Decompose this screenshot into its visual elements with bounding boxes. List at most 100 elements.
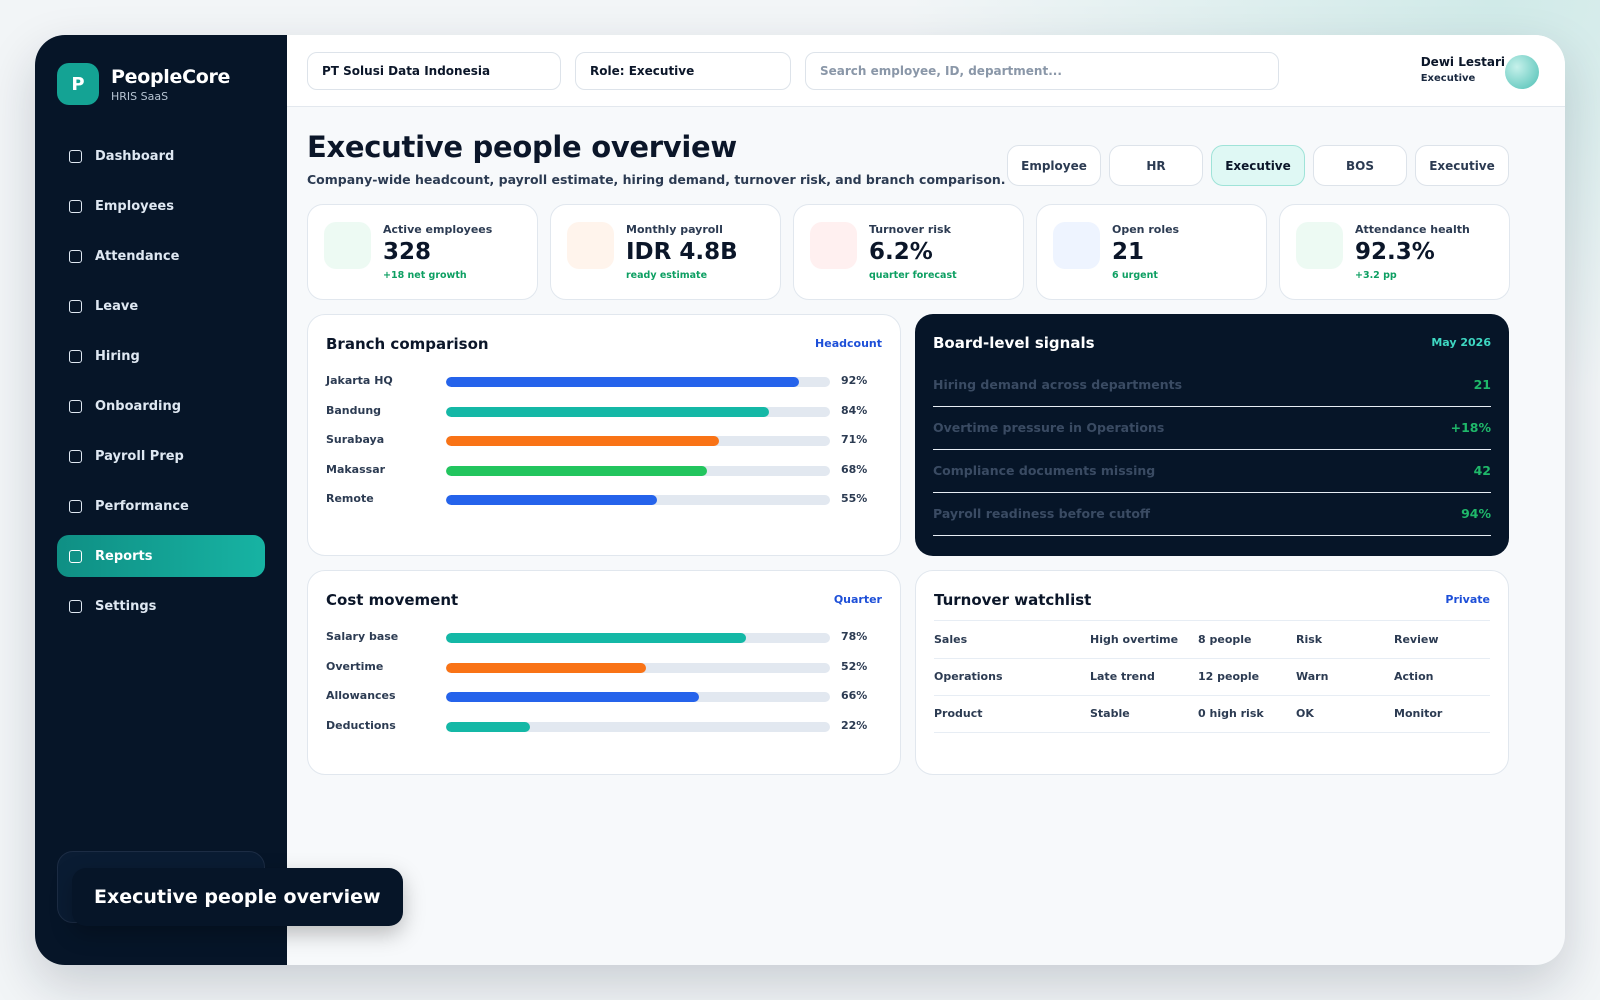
kpi-label: Attendance health: [1355, 223, 1470, 236]
kpi-note: +3.2 pp: [1355, 270, 1397, 281]
signals-title: Board-level signals: [933, 334, 1095, 352]
brand-name: PeopleCore: [111, 65, 231, 88]
tab-executive[interactable]: Executive: [1415, 145, 1509, 186]
sidebar-item-performance[interactable]: Performance: [57, 485, 265, 527]
branch-tag[interactable]: Headcount: [815, 337, 882, 350]
sidebar-item-label: Hiring: [95, 348, 140, 364]
sidebar-item-label: Settings: [95, 598, 157, 614]
sidebar-item-settings[interactable]: Settings: [57, 585, 265, 627]
sidebar-item-reports[interactable]: Reports: [57, 535, 265, 577]
watchlist-tag[interactable]: Private: [1445, 593, 1490, 606]
sidebar-item-employees[interactable]: Employees: [57, 185, 265, 227]
branch-comparison-card: Branch comparison Headcount Jakarta HQ 92…: [307, 314, 901, 556]
app-window: P PeopleCore HRIS SaaS Dashboard Employee…: [35, 35, 1565, 965]
kpi-label: Monthly payroll: [626, 223, 723, 236]
table-cell: Operations: [934, 670, 1003, 683]
topbar: PT Solusi Data Indonesia Role: Executive…: [287, 35, 1565, 107]
sidebar-item-payroll-prep[interactable]: Payroll Prep: [57, 435, 265, 477]
brand: P PeopleCore HRIS SaaS: [57, 63, 230, 105]
sidebar-item-hiring[interactable]: Hiring: [57, 335, 265, 377]
sidebar: P PeopleCore HRIS SaaS Dashboard Employee…: [35, 35, 287, 965]
role-selector[interactable]: Role: Executive: [575, 52, 791, 90]
bar-track: [446, 662, 830, 673]
kpi-value: 6.2%: [869, 239, 933, 265]
kpi-card: Turnover risk 6.2% quarter forecast: [793, 204, 1024, 300]
signal-row: Compliance documents missing 42: [933, 450, 1491, 493]
checkbox-icon: [69, 149, 82, 163]
user-info[interactable]: Dewi Lestari Executive: [1421, 55, 1505, 84]
signal-value: 94%: [1461, 506, 1491, 521]
kpi-label: Turnover risk: [869, 223, 951, 236]
sidebar-item-label: Dashboard: [95, 148, 175, 164]
turnover-watchlist-card: Turnover watchlist Private Sales High ove…: [915, 570, 1509, 775]
sidebar-item-leave[interactable]: Leave: [57, 285, 265, 327]
page-subtitle: Company-wide headcount, payroll estimate…: [307, 172, 1006, 187]
tab-executive[interactable]: Executive: [1211, 145, 1305, 186]
bar-row: Overtime 52%: [326, 659, 867, 675]
kpi-value: IDR 4.8B: [626, 239, 738, 265]
kpi-icon: [1296, 222, 1343, 269]
bar-value: 66%: [841, 689, 868, 702]
sidebar-item-dashboard[interactable]: Dashboard: [57, 135, 265, 177]
company-selector[interactable]: PT Solusi Data Indonesia: [307, 52, 561, 90]
sidebar-item-label: Onboarding: [95, 398, 182, 414]
bar-track: [446, 436, 830, 446]
bar-track: [446, 465, 830, 476]
signal-value: 42: [1473, 463, 1491, 478]
table-cell: Review: [1394, 633, 1439, 646]
avatar[interactable]: [1505, 55, 1539, 89]
table-cell: Risk: [1296, 633, 1323, 646]
sidebar-item-onboarding[interactable]: Onboarding: [57, 385, 265, 427]
sidebar-item-label: Payroll Prep: [95, 448, 184, 464]
kpi-icon: [567, 222, 614, 269]
bar-track: [446, 495, 830, 505]
kpi-label: Open roles: [1112, 223, 1180, 236]
bar-label: Overtime: [326, 659, 384, 673]
cost-tag[interactable]: Quarter: [833, 593, 882, 606]
bar-label: Makassar: [326, 462, 386, 476]
checkbox-icon: [69, 499, 82, 513]
bar-value: 78%: [841, 630, 868, 643]
bar-row: Jakarta HQ 92%: [326, 373, 867, 389]
bar-row: Bandung 84%: [326, 403, 868, 419]
bar-label: Jakarta HQ: [326, 374, 393, 387]
signal-row: Payroll readiness before cutoff 94%: [933, 493, 1491, 536]
tab-bos[interactable]: BOS: [1313, 145, 1407, 186]
bar-label: Remote: [326, 492, 374, 505]
checkbox-icon: [69, 199, 82, 213]
bar-fill: [446, 465, 708, 476]
bar-label: Deductions: [326, 718, 396, 732]
cost-title: Cost movement: [326, 591, 459, 609]
kpi-card: Open roles 21 6 urgent: [1036, 204, 1267, 300]
kpi-card: Attendance health 92.3% +3.2 pp: [1279, 204, 1510, 300]
bar-row: Allowances 66%: [326, 688, 868, 704]
sidebar-item-label: Employees: [95, 198, 174, 214]
signal-label: Compliance documents missing: [933, 463, 1156, 478]
kpi-note: quarter forecast: [869, 270, 957, 281]
bar-value: 84%: [841, 403, 868, 417]
kpi-icon: [1053, 222, 1100, 269]
bar-row: Makassar 68%: [326, 462, 867, 478]
tab-employee[interactable]: Employee: [1007, 145, 1101, 186]
search-input[interactable]: Search employee, ID, department...: [805, 52, 1279, 90]
bar-label: Bandung: [326, 403, 382, 417]
kpi-label: Active employees: [383, 223, 493, 236]
signals-tag: May 2026: [1431, 336, 1491, 349]
bar-fill: [446, 633, 746, 643]
sidebar-item-label: Reports: [95, 548, 153, 564]
brand-logo-icon: P: [57, 63, 99, 105]
tab-hr[interactable]: HR: [1109, 145, 1203, 186]
kpi-row: Active employees 328 +18 net growth Monthly…: [307, 204, 1510, 300]
board-signals-card: Board-level signals May 2026 Hiring dema…: [915, 314, 1509, 556]
kpi-value: 21: [1112, 239, 1145, 265]
bar-row: Salary base 78%: [326, 629, 868, 645]
bar-fill: [446, 377, 800, 387]
brand-subtitle: HRIS SaaS: [111, 89, 169, 103]
checkbox-icon: [69, 449, 82, 463]
table-cell: Warn: [1296, 670, 1329, 683]
sidebar-item-attendance[interactable]: Attendance: [57, 235, 265, 277]
bar-track: [446, 633, 830, 643]
branch-title: Branch comparison: [326, 335, 489, 353]
bar-track: [446, 692, 830, 702]
table-row: Sales High overtime 8 people Risk Review: [934, 622, 1490, 659]
